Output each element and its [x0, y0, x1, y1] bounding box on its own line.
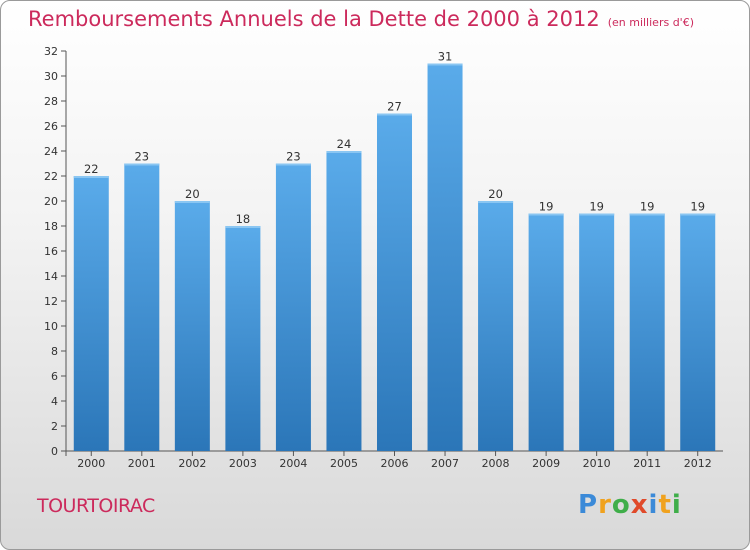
proxiti-logo: Proxiti: [578, 490, 682, 520]
x-tick-label: 2007: [431, 457, 459, 470]
data-labels: 22 23 20 18 23 24 27 31 20 19 19 19 19: [84, 50, 705, 227]
x-tick-label: 2010: [583, 457, 611, 470]
bar-highlight: [427, 63, 463, 66]
y-tick-label: 12: [44, 295, 58, 308]
logo-letter: r: [598, 490, 612, 520]
data-label: 27: [387, 100, 402, 114]
data-label: 23: [286, 150, 301, 164]
bar-highlight: [124, 163, 160, 166]
x-tick-labels: 2000 2001 2002 2003 2004 2005 2006 2007 2008 2009…: [77, 457, 711, 470]
bar: [275, 163, 311, 451]
logo-letter: P: [578, 490, 599, 520]
x-tick-label: 2000: [77, 457, 105, 470]
x-tick-label: 2011: [633, 457, 661, 470]
bar: [326, 151, 362, 451]
data-label: 31: [438, 50, 453, 64]
x-tick-label: 2006: [381, 457, 409, 470]
data-label: 20: [488, 187, 503, 201]
y-tick-label: 22: [44, 170, 58, 183]
bar: [427, 63, 463, 451]
y-tick-label: 6: [51, 370, 58, 383]
bar-highlight: [174, 201, 210, 203]
bar-highlight: [528, 213, 564, 216]
x-tick-label: 2005: [330, 457, 358, 470]
y-tick-label: 0: [51, 445, 58, 458]
data-label: 19: [640, 200, 655, 214]
data-label: 19: [539, 200, 554, 214]
logo-letter: o: [611, 490, 631, 520]
data-label: 20: [185, 187, 200, 201]
x-tick-label: 2004: [279, 457, 307, 470]
data-label: 23: [134, 150, 149, 164]
x-tick-label: 2001: [128, 457, 156, 470]
bar: [680, 213, 716, 451]
y-tick-label: 20: [44, 195, 58, 208]
x-tick-label: 2012: [684, 457, 712, 470]
data-label: 24: [337, 137, 352, 151]
y-tick-label: 32: [44, 45, 58, 58]
bars: [73, 63, 716, 451]
y-tick-label: 16: [44, 245, 58, 258]
data-label: 19: [589, 200, 604, 214]
logo-letter: i: [671, 490, 682, 520]
y-tick-label: 8: [51, 345, 58, 358]
y-tick-label: 30: [44, 70, 58, 83]
bar-highlight: [326, 151, 362, 153]
bar: [528, 213, 564, 451]
bar: [377, 113, 412, 451]
bar-highlight: [73, 176, 109, 178]
bar: [174, 201, 210, 451]
bar-highlight: [478, 201, 514, 203]
bar-highlight: [225, 226, 261, 228]
chart-title: Remboursements Annuels de la Dette de 20…: [28, 7, 694, 31]
y-tick-label: 10: [44, 320, 58, 333]
commune-name: TOURTOIRAC: [37, 495, 155, 517]
x-tick-label: 2002: [178, 457, 206, 470]
y-tick-label: 18: [44, 220, 58, 233]
bar: [124, 163, 160, 451]
bar-highlight: [377, 113, 412, 116]
y-tick-label: 2: [51, 420, 58, 433]
data-label: 19: [690, 200, 705, 214]
x-tick-label: 2009: [532, 457, 560, 470]
chart-unit: (en milliers d'€): [607, 16, 694, 29]
logo-letter: i: [648, 490, 659, 520]
y-tick-label: 14: [44, 270, 58, 283]
bar-highlight: [629, 213, 665, 216]
chart-title-text: Remboursements Annuels de la Dette de 20…: [28, 7, 600, 31]
bar: [629, 213, 665, 451]
data-label: 18: [236, 212, 251, 226]
bar: [73, 176, 109, 451]
logo-letter: x: [630, 490, 649, 520]
x-tick-label: 2003: [229, 457, 257, 470]
data-label: 22: [84, 162, 99, 176]
y-tick-label: 28: [44, 95, 58, 108]
y-tick-label: 26: [44, 120, 58, 133]
bar-highlight: [579, 213, 615, 216]
bar: [225, 226, 261, 451]
bar-highlight: [680, 213, 716, 216]
bar-highlight: [275, 163, 311, 166]
y-tick-label: 24: [44, 145, 58, 158]
logo-letter: t: [658, 490, 672, 520]
x-tick-label: 2008: [482, 457, 510, 470]
bar: [478, 201, 514, 451]
y-tick-label: 4: [51, 395, 58, 408]
bar: [579, 213, 615, 451]
